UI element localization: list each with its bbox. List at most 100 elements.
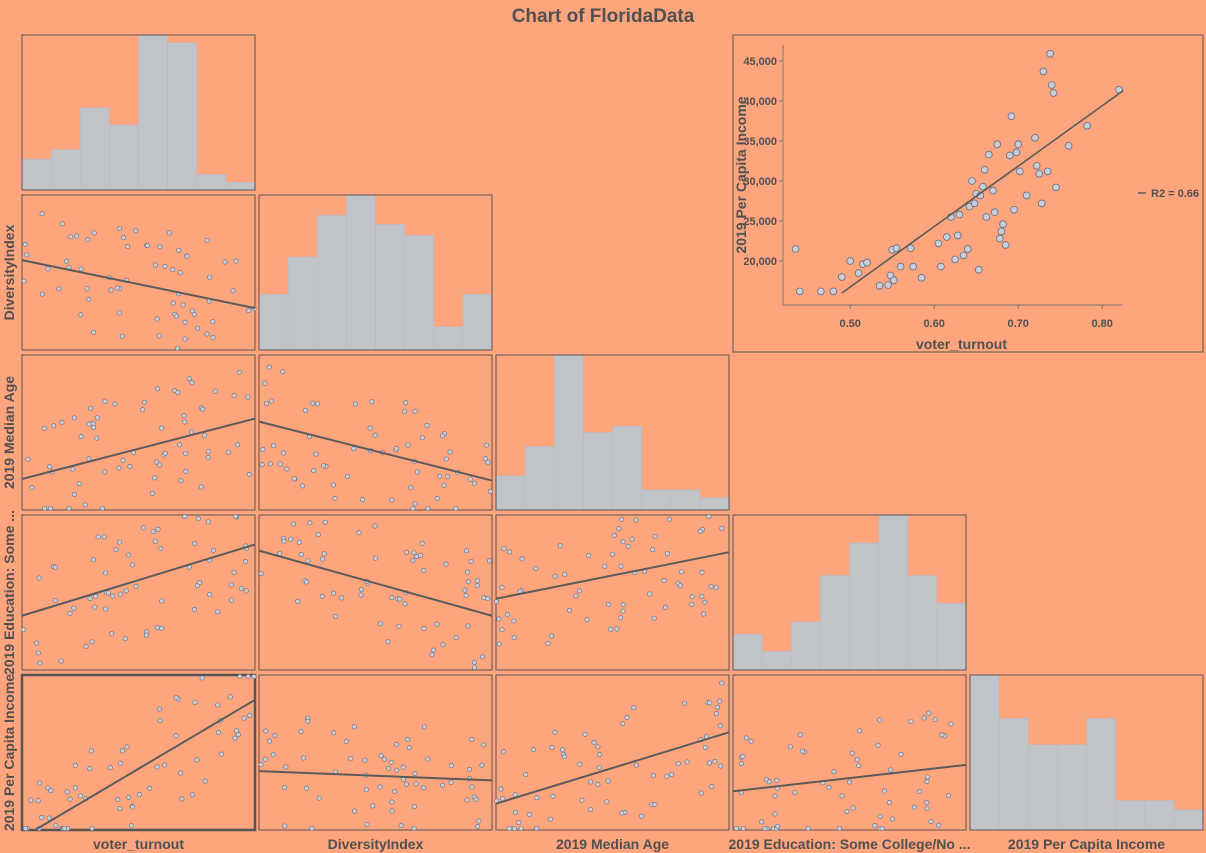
scatter-point (319, 594, 325, 600)
scatter-point (486, 558, 492, 564)
scatter-panel-r3-c1[interactable] (258, 514, 493, 671)
focus-y-label: 2019 Per Capita Income (733, 96, 749, 253)
scatter-point (610, 551, 616, 557)
scatter-point (424, 422, 430, 428)
scatter-point (91, 230, 97, 236)
histogram-bar (1086, 718, 1116, 831)
scatter-panel-r4-c2[interactable] (494, 674, 730, 831)
scatter-point (499, 584, 505, 590)
scatter-point (466, 766, 472, 772)
scatter-point (618, 563, 624, 569)
scatter-panel-r2-c1[interactable] (258, 354, 493, 511)
scatter-point (225, 449, 231, 455)
scatter-point (110, 593, 116, 599)
scatter-point (462, 587, 468, 593)
scatter-point (284, 466, 290, 472)
scatter-point (431, 647, 437, 653)
scatter-point (512, 792, 518, 798)
scatter-point (302, 407, 308, 413)
scatter-panel-r4-c0[interactable] (20, 673, 257, 832)
scatter-point (92, 604, 98, 610)
focus-x-label: voter_turnout (916, 336, 1007, 352)
row-label: 2019 Median Age (1, 376, 17, 489)
histogram-bar (1028, 744, 1058, 831)
focus-point (1032, 162, 1041, 170)
scatter-point (839, 793, 845, 799)
scatter-point (140, 407, 146, 413)
scatter-point (443, 456, 449, 462)
scatter-point (602, 563, 608, 569)
scatter-point (247, 712, 253, 718)
scatter-point (34, 640, 40, 646)
scatter-point (116, 539, 122, 545)
regression-line (258, 549, 493, 617)
histogram-1 (258, 194, 493, 351)
scatter-point (157, 718, 163, 724)
scatter-point (130, 804, 136, 810)
histogram-bar (433, 326, 464, 351)
scatter-point (498, 786, 504, 792)
scatter-point (417, 552, 423, 558)
scatter-point (402, 408, 408, 414)
scatter-point (264, 401, 270, 407)
scatter-point (413, 781, 419, 787)
scatter-point (122, 636, 128, 642)
focus-point (1010, 206, 1018, 214)
scatter-point (64, 789, 70, 795)
scatter-point (463, 593, 469, 599)
scatter-point (113, 547, 119, 553)
scatter-point (608, 626, 614, 632)
histogram-bar (791, 621, 821, 671)
scatter-point (46, 815, 52, 821)
scatter-point (102, 398, 108, 404)
scatter-point (233, 514, 239, 520)
focus-point (963, 245, 972, 253)
scatter-point (664, 773, 670, 779)
scatter-point (21, 278, 27, 284)
panel-frame (258, 514, 493, 671)
scatter-point (78, 312, 84, 318)
scatter-point (304, 785, 310, 791)
scatter-point (267, 461, 273, 467)
scatter-point (402, 601, 408, 607)
scatter-point (153, 459, 159, 465)
scatter-point (162, 762, 168, 768)
scatter-point (662, 604, 668, 610)
histogram-bar (167, 42, 197, 191)
scatter-panel-r3-c0[interactable] (20, 514, 256, 671)
scatter-point (419, 435, 425, 441)
scatter-point (271, 443, 277, 449)
scatter-point (787, 744, 793, 750)
scatter-point (177, 270, 183, 276)
scatter-panel-r3-c2[interactable] (493, 514, 730, 671)
scatter-point (523, 772, 529, 778)
scatter-point (236, 369, 242, 375)
scatter-panel-r2-c0[interactable] (21, 354, 256, 511)
histogram-bar (670, 489, 701, 511)
scatter-point (260, 446, 266, 452)
scatter-point (545, 640, 551, 646)
scatter-point (624, 714, 630, 720)
scatter-panel-r4-c1[interactable] (258, 674, 493, 831)
scatter-panel-r1-c0[interactable] (21, 194, 257, 351)
scatter-point (90, 557, 96, 563)
scatter-point (348, 756, 354, 762)
scatter-point (475, 824, 481, 830)
scatter-panel-r4-c3[interactable] (732, 674, 967, 831)
scatter-point (207, 592, 213, 598)
scatter-point (504, 612, 510, 618)
scatter-point (552, 729, 558, 735)
focus-point (990, 208, 999, 217)
focus-point (951, 255, 959, 264)
scatter-point (881, 788, 887, 794)
scatter-point (389, 799, 395, 805)
scatter-point (666, 516, 672, 522)
x-tick-label: 0.70 (1007, 318, 1028, 330)
scatter-point (714, 704, 720, 710)
scatter-point (713, 711, 719, 717)
scatter-point (469, 736, 475, 742)
focus-point (1046, 49, 1054, 58)
scatter-point (759, 819, 765, 825)
scatter-point (775, 823, 781, 829)
histogram-bar (196, 174, 227, 191)
